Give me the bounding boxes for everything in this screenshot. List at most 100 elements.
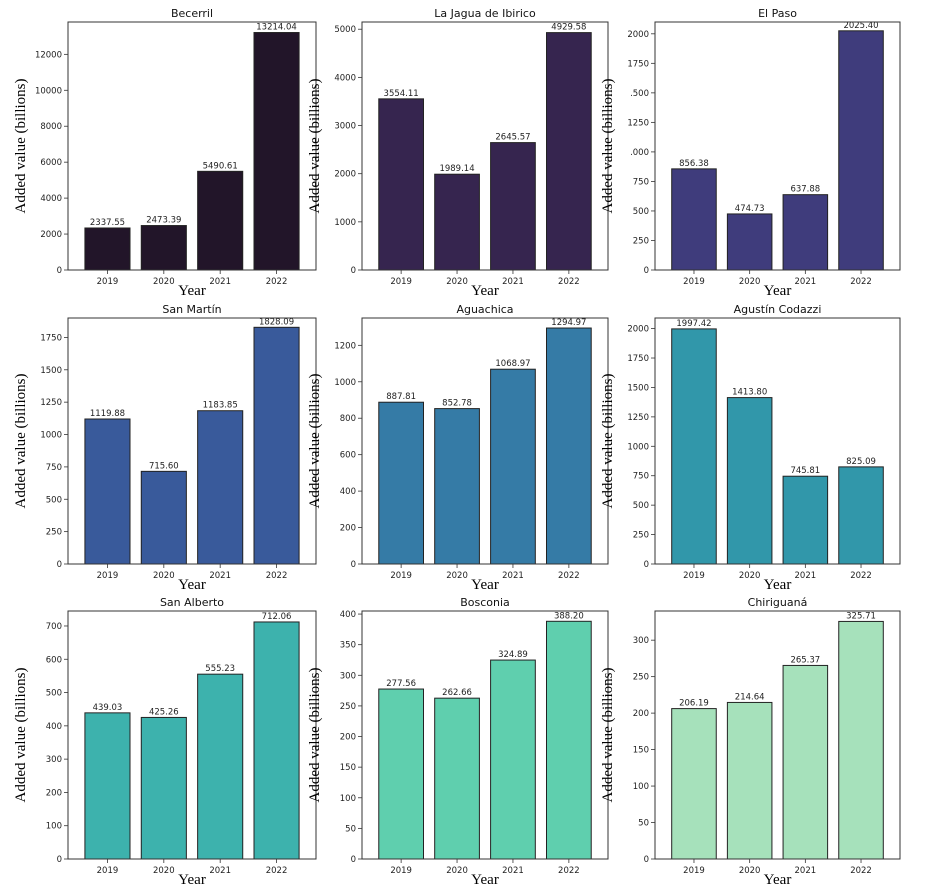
bar-2020 (434, 173, 480, 271)
y-tick-label: 600 (46, 655, 62, 665)
y-tick-label: 100 (46, 822, 62, 832)
x-tick-label: 2019 (390, 277, 412, 287)
plot-frame (654, 21, 901, 271)
y-tick-label: 1250 (627, 118, 649, 128)
chart-title: San Alberto (160, 596, 224, 609)
bar-2020 (726, 397, 773, 565)
x-tick-label: 2021 (209, 277, 231, 287)
y-tick-label: 50 (345, 824, 356, 834)
bar-2022 (546, 327, 592, 565)
data-label: 206.19 (679, 699, 709, 709)
y-tick-label: 1500 (40, 366, 62, 376)
bar-2022 (838, 30, 884, 271)
x-tick-label: 2019 (683, 866, 705, 876)
y-tick-label: 150 (633, 746, 649, 756)
data-label: 2473.39 (146, 216, 181, 226)
x-tick-label: 2021 (502, 571, 524, 581)
x-tick-label: 2022 (850, 277, 872, 287)
plot-frame (361, 610, 609, 860)
chart-panel-1: Becerril 0 2000 4000 6000 8000 10000 12000 2337.… (13, 7, 317, 299)
plot-frame (67, 317, 317, 565)
bar-2020 (140, 716, 187, 860)
data-label: 5490.61 (203, 161, 238, 171)
x-axis-label: Year (471, 872, 499, 888)
y-tick-label: 200 (340, 733, 356, 743)
x-tick-label: 2022 (850, 866, 872, 876)
y-axis-label: Added value (billions) (600, 79, 616, 214)
y-tick-label: 100 (340, 794, 356, 804)
y-axis-label: Added value (billions) (13, 668, 29, 803)
x-tick-label: 2020 (446, 866, 468, 876)
bar-2019 (671, 328, 717, 565)
data-label: 1294.97 (551, 318, 586, 328)
y-tick-label: 200 (340, 524, 356, 534)
plot-frame (67, 21, 317, 271)
y-axis-label: Added value (billions) (600, 668, 616, 803)
x-axis-label: Year (471, 283, 499, 299)
bar-2019 (378, 98, 425, 271)
y-tick-label: 1500 (627, 383, 649, 393)
data-label: 277.56 (386, 679, 416, 689)
y-tick-label: 12000 (35, 50, 62, 60)
bar-2021 (782, 194, 829, 271)
x-axis-label: Year (178, 283, 206, 299)
x-axis-label: Year (471, 577, 499, 593)
y-tick-label: 200 (633, 709, 649, 719)
x-tick-label: 2021 (209, 571, 231, 581)
data-label: 388.20 (554, 611, 584, 621)
y-tick-label: 200 (46, 788, 62, 798)
data-label: 1997.42 (676, 319, 711, 329)
bar-2020 (140, 225, 187, 271)
y-tick-label: .000 (630, 148, 649, 158)
y-axis-label: Added value (billions) (307, 79, 323, 214)
x-tick-label: 2021 (795, 571, 817, 581)
y-tick-label: 250 (340, 702, 356, 712)
x-tick-label: 2022 (266, 866, 288, 876)
x-axis-label: Year (764, 872, 792, 888)
x-tick-label: 2019 (97, 277, 119, 287)
x-tick-label: 2021 (502, 277, 524, 287)
x-tick-label: 2022 (266, 277, 288, 287)
y-tick-label: 250 (633, 236, 649, 246)
chart-panel-3: El Paso 0 250 500 750 .000 1250 .500 1750 2000 856… (600, 7, 901, 299)
y-tick-label: 1000 (334, 378, 356, 388)
data-label: 2645.57 (495, 133, 530, 143)
y-tick-label: 700 (46, 622, 62, 632)
data-label: 715.60 (149, 461, 179, 471)
y-tick-label: 0 (351, 560, 356, 570)
y-tick-label: 500 (633, 207, 649, 217)
x-tick-label: 2020 (739, 866, 761, 876)
plot-frame (67, 610, 317, 860)
data-label: 1068.97 (495, 359, 530, 369)
bar-2020 (726, 701, 773, 860)
data-label: 637.88 (790, 185, 820, 195)
data-label: 856.38 (679, 159, 709, 169)
x-axis-label: Year (178, 577, 206, 593)
bar-2019 (84, 712, 131, 860)
data-label: 265.37 (790, 655, 820, 665)
bar-2019 (84, 418, 131, 565)
x-axis-label: Year (178, 872, 206, 888)
y-tick-label: 0 (351, 855, 356, 865)
y-axis-label: Added value (billions) (307, 374, 323, 509)
chart-title: Becerril (171, 7, 213, 20)
data-label: 425.26 (149, 707, 179, 717)
chart-title: Agustín Codazzi (734, 303, 822, 316)
y-tick-label: 500 (46, 689, 62, 699)
y-tick-label: 750 (46, 463, 62, 473)
x-axis-label: Year (764, 577, 792, 593)
x-tick-label: 2019 (683, 571, 705, 581)
data-label: 474.73 (735, 204, 765, 214)
chart-panel-9: Chiriguaná 0 50 100 150 200 250 300 206.19 2019 21… (600, 596, 901, 888)
x-tick-label: 2020 (153, 571, 175, 581)
bar-2022 (838, 620, 884, 860)
y-tick-label: 800 (340, 414, 356, 424)
y-tick-label: 2000 (627, 325, 649, 335)
y-tick-label: .500 (630, 89, 649, 99)
bar-2019 (84, 227, 131, 271)
y-tick-label: 100 (633, 782, 649, 792)
y-tick-label: 1750 (40, 333, 62, 343)
y-axis-label: Added value (billions) (600, 374, 616, 509)
y-tick-label: 4000 (40, 194, 62, 204)
